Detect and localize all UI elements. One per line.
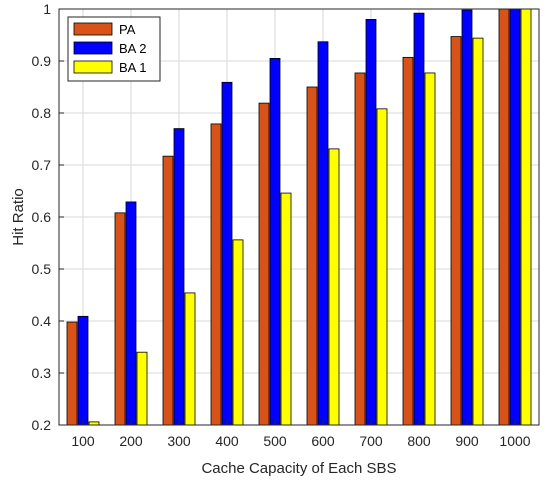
legend-label: PA (119, 22, 136, 37)
y-tick-label: 0.8 (32, 105, 52, 121)
y-axis-ticks: 0.2 0.3 0.4 0.5 0.6 0.7 0.8 0.9 1 (32, 1, 64, 433)
x-tick-label: 200 (119, 433, 143, 449)
x-tick-label: 700 (359, 433, 383, 449)
x-tick-label: 600 (311, 433, 335, 449)
y-tick-label: 0.3 (32, 365, 52, 381)
bar-ba-1-1000 (520, 8, 532, 426)
bar-pa-100 (66, 321, 78, 426)
x-axis-ticks: 100 200 300 400 500 600 700 800 900 1000 (71, 420, 531, 449)
bar-ba-2-100 (77, 315, 89, 426)
bar-ba-1-900 (472, 37, 484, 426)
y-tick-label: 0.6 (32, 209, 52, 225)
bar-ba-2-900 (461, 9, 473, 426)
bar-pa-200 (114, 212, 126, 426)
legend-label: BA 1 (119, 60, 146, 75)
legend-swatch-ba-2 (73, 41, 113, 55)
bar-ba-1-400 (232, 239, 244, 426)
bar-ba-1-200 (136, 351, 148, 426)
x-tick-label: 800 (407, 433, 431, 449)
bar-pa-1000 (498, 8, 510, 426)
bar-pa-400 (210, 123, 222, 426)
y-tick-label: 0.2 (32, 417, 52, 433)
bar-ba-2-300 (173, 128, 185, 426)
legend-label: BA 2 (119, 41, 146, 56)
bar-pa-300 (162, 155, 174, 426)
bars-group (66, 8, 532, 426)
x-tick-label: 300 (167, 433, 191, 449)
bar-pa-500 (258, 102, 270, 426)
x-tick-label: 900 (455, 433, 479, 449)
y-tick-label: 0.9 (32, 53, 52, 69)
y-tick-label: 0.5 (32, 261, 52, 277)
bar-pa-700 (354, 72, 366, 426)
bar-ba-2-1000 (509, 8, 521, 426)
bar-pa-600 (306, 86, 318, 426)
bar-ba-2-600 (317, 41, 329, 426)
bar-ba-1-500 (280, 192, 292, 426)
x-tick-label: 400 (215, 433, 239, 449)
x-tick-label: 100 (71, 433, 95, 449)
bar-pa-800 (402, 56, 414, 426)
legend-swatch-pa (73, 22, 113, 36)
bar-ba-1-300 (184, 292, 196, 426)
bar-ba-2-500 (269, 58, 281, 426)
x-tick-label: 500 (263, 433, 287, 449)
bar-ba-1-700 (376, 108, 388, 426)
y-axis-title: Hit Ratio (10, 188, 27, 246)
bar-ba-2-200 (125, 201, 137, 426)
legend: PA BA 2 BA 1 (67, 16, 161, 82)
legend-swatch-ba-1 (73, 60, 113, 74)
bar-ba-1-800 (424, 72, 436, 426)
y-tick-label: 1 (43, 1, 51, 17)
y-tick-label: 0.7 (32, 157, 52, 173)
bar-ba-1-600 (328, 148, 340, 426)
x-tick-label: 1000 (499, 433, 530, 449)
bar-ba-2-800 (413, 12, 425, 426)
bar-ba-2-700 (365, 18, 377, 426)
bar-ba-2-400 (221, 81, 233, 426)
y-tick-label: 0.4 (32, 313, 52, 329)
x-axis-title: Cache Capacity of Each SBS (201, 460, 396, 477)
bar-pa-900 (450, 36, 462, 426)
